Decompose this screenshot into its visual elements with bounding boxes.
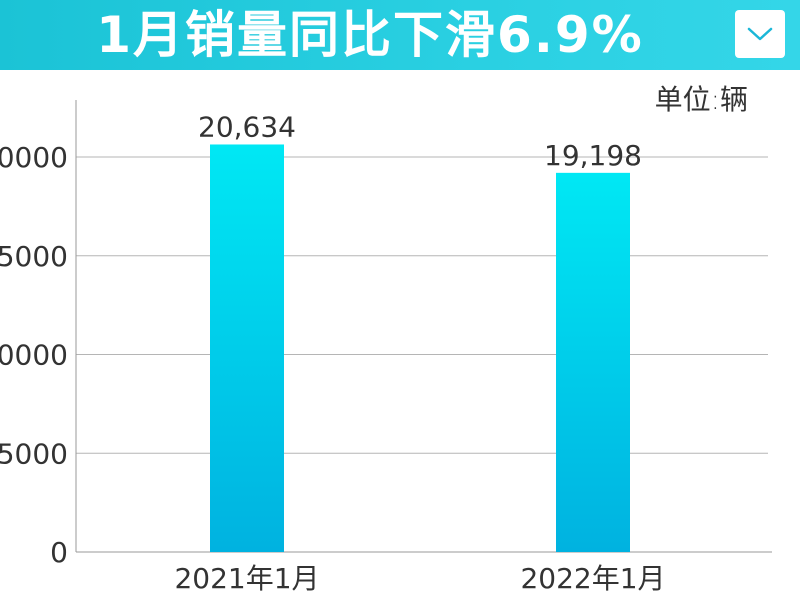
y-tick-label: 10000 xyxy=(0,339,68,372)
dropdown-button[interactable] xyxy=(735,10,785,58)
y-tick-label: 5000 xyxy=(0,437,68,470)
chevron-down-icon xyxy=(747,27,773,41)
unit-label: 单位:辆 xyxy=(654,83,748,116)
bar-value-label: 19,198 xyxy=(544,139,642,172)
y-tick-label: 15000 xyxy=(0,240,68,273)
bar-1 xyxy=(210,144,284,552)
x-tick-label: 2021年1月 xyxy=(174,562,319,595)
bar-value-label: 20,634 xyxy=(198,110,296,143)
x-tick-label: 2022年1月 xyxy=(520,562,665,595)
y-tick-label: 0 xyxy=(50,536,68,569)
header-banner: 1月销量同比下滑6.9% xyxy=(0,0,800,70)
y-tick-label: 20000 xyxy=(0,141,68,174)
bar-2 xyxy=(556,172,630,553)
page-title: 1月销量同比下滑6.9% xyxy=(96,6,644,64)
